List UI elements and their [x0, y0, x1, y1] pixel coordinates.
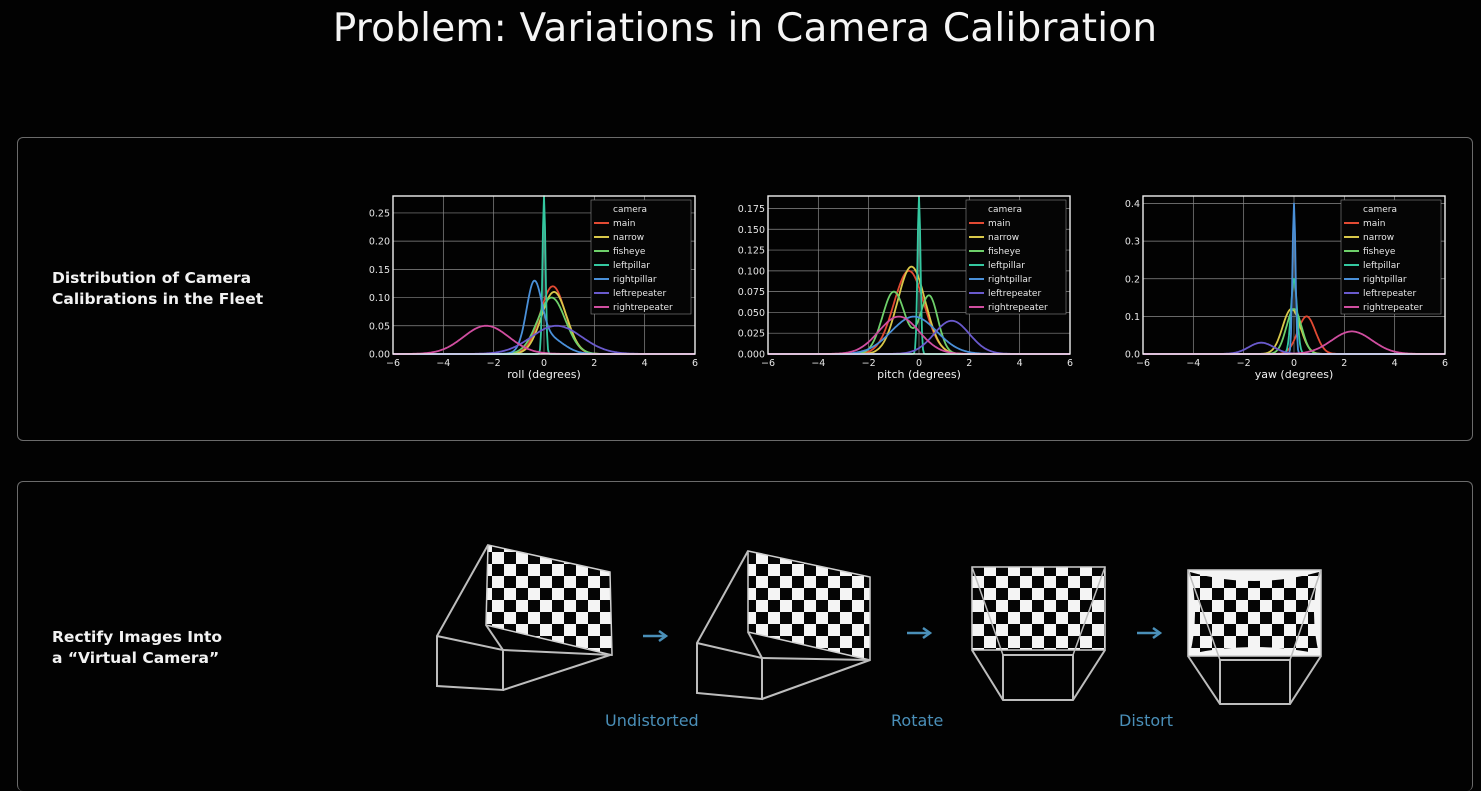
x-tick-label: 4 [642, 358, 648, 369]
plot-frame [767, 195, 1071, 355]
roll-chart: −6 −4 −2 0 2 4 6 0.00 0.05 0.10 0.15 0.20 0.25 camera… [369, 195, 698, 381]
legend-box [1340, 199, 1442, 315]
step-label-distort: Distort [1119, 711, 1174, 730]
x-tick-label: 0 [1291, 358, 1297, 369]
x-axis-label: roll (degrees) [507, 368, 580, 381]
legend-box [965, 199, 1067, 315]
legend-entry: rightrepeater [613, 303, 673, 313]
y-tick-label: 0.20 [369, 237, 390, 248]
legend-entry: narrow [988, 233, 1019, 243]
plot-frame [1142, 195, 1446, 355]
x-tick-label: −4 [1186, 358, 1200, 369]
legend-entry: rightpillar [988, 275, 1032, 285]
camera-stage-original [436, 544, 613, 692]
y-tick-label: 0.10 [369, 293, 390, 304]
step-label-undistorted: Undistorted [605, 711, 699, 730]
checkerboard-undistorted [747, 550, 871, 661]
y-tick-label: 0.125 [738, 246, 765, 257]
x-tick-label: −6 [386, 358, 400, 369]
x-axis-label: pitch (degrees) [877, 368, 961, 381]
legend-entry: fisheye [988, 247, 1021, 257]
x-tick-label: −4 [811, 358, 825, 369]
x-tick-label: −6 [761, 358, 775, 369]
rectify-label: Rectify Images Into a “Virtual Camera” [52, 628, 223, 667]
x-tick-label: −6 [1136, 358, 1150, 369]
legend-entry: rightpillar [1363, 275, 1407, 285]
legend-box [590, 199, 692, 315]
x-tick-label: 6 [1067, 358, 1073, 369]
rectification-illustration [436, 544, 1322, 705]
x-tick-label: 2 [591, 358, 597, 369]
y-tick-label: 0.1 [1125, 312, 1140, 323]
legend-entry: narrow [613, 233, 644, 243]
y-tick-label: 0.150 [738, 225, 765, 236]
plot-frame [392, 195, 696, 355]
checkerboard-warped [485, 544, 613, 656]
legend-entry: narrow [1363, 233, 1394, 243]
camera-stage-undistorted [696, 550, 871, 701]
x-tick-label: 4 [1392, 358, 1398, 369]
y-tick-label: 0.100 [738, 266, 765, 277]
x-tick-label: 2 [1341, 358, 1347, 369]
y-tick-label: 0.05 [369, 321, 390, 332]
camera-stage-distorted [1187, 569, 1322, 705]
y-tick-label: 0.075 [738, 287, 765, 298]
y-tick-label: 0.175 [738, 204, 765, 215]
y-tick-label: 0.4 [1125, 199, 1140, 210]
arrow-icon [643, 629, 669, 643]
camera-stage-rotated [971, 566, 1106, 701]
legend-entry: main [988, 219, 1011, 229]
y-tick-label: 0.000 [738, 350, 765, 361]
x-tick-label: 0 [916, 358, 922, 369]
checkerboard-distorted [1190, 572, 1319, 654]
x-tick-label: −2 [862, 358, 876, 369]
legend-entry: leftpillar [1363, 261, 1400, 271]
legend-entry: main [613, 219, 636, 229]
legend-entry: rightpillar [613, 275, 657, 285]
legend-entry: rightrepeater [1363, 303, 1423, 313]
yaw-chart: −6 −4 −2 0 2 4 6 0.0 0.1 0.2 0.3 0.4 camera main narro… [1125, 195, 1448, 381]
legend-entry: fisheye [1363, 247, 1396, 257]
x-tick-label: 2 [966, 358, 972, 369]
legend-entry: leftrepeater [613, 289, 666, 299]
x-tick-label: 4 [1017, 358, 1023, 369]
x-tick-label: −4 [436, 358, 450, 369]
x-tick-label: −2 [487, 358, 501, 369]
checkerboard-rotated [971, 566, 1106, 651]
calibration-distribution-panel: Distribution of Camera Calibrations in t… [17, 137, 1473, 441]
legend-entry: leftpillar [613, 261, 650, 271]
legend-title: camera [988, 205, 1022, 215]
x-tick-label: 6 [692, 358, 698, 369]
x-axis-label: yaw (degrees) [1255, 368, 1334, 381]
x-tick-label: 0 [541, 358, 547, 369]
x-tick-label: 6 [1442, 358, 1448, 369]
legend-title: camera [613, 205, 647, 215]
y-tick-label: 0.025 [738, 329, 765, 340]
y-tick-label: 0.0 [1125, 350, 1140, 361]
legend-entry: leftpillar [988, 261, 1025, 271]
distribution-label: Distribution of Camera Calibrations in t… [52, 269, 264, 308]
y-tick-label: 0.00 [369, 350, 390, 361]
slide-title: Problem: Variations in Camera Calibratio… [332, 6, 1158, 51]
legend-title: camera [1363, 205, 1397, 215]
legend-entry: leftrepeater [1363, 289, 1416, 299]
y-tick-label: 0.3 [1125, 237, 1140, 248]
x-tick-label: −2 [1237, 358, 1251, 369]
rectify-panel: Rectify Images Into a “Virtual Camera” [17, 481, 1473, 791]
arrow-icon [1137, 626, 1163, 640]
y-tick-label: 0.2 [1125, 274, 1140, 285]
arrow-icon [907, 626, 933, 640]
legend-entry: fisheye [613, 247, 646, 257]
legend-entry: rightrepeater [988, 303, 1048, 313]
step-label-rotate: Rotate [891, 711, 944, 730]
y-tick-label: 0.050 [738, 308, 765, 319]
pitch-chart: −6 −4 −2 0 2 4 6 0.000 0.025 0.050 0.075 0.100 0.125… [738, 195, 1073, 381]
legend-entry: main [1363, 219, 1386, 229]
y-tick-label: 0.15 [369, 265, 390, 276]
legend-entry: leftrepeater [988, 289, 1041, 299]
y-tick-label: 0.25 [369, 208, 390, 219]
